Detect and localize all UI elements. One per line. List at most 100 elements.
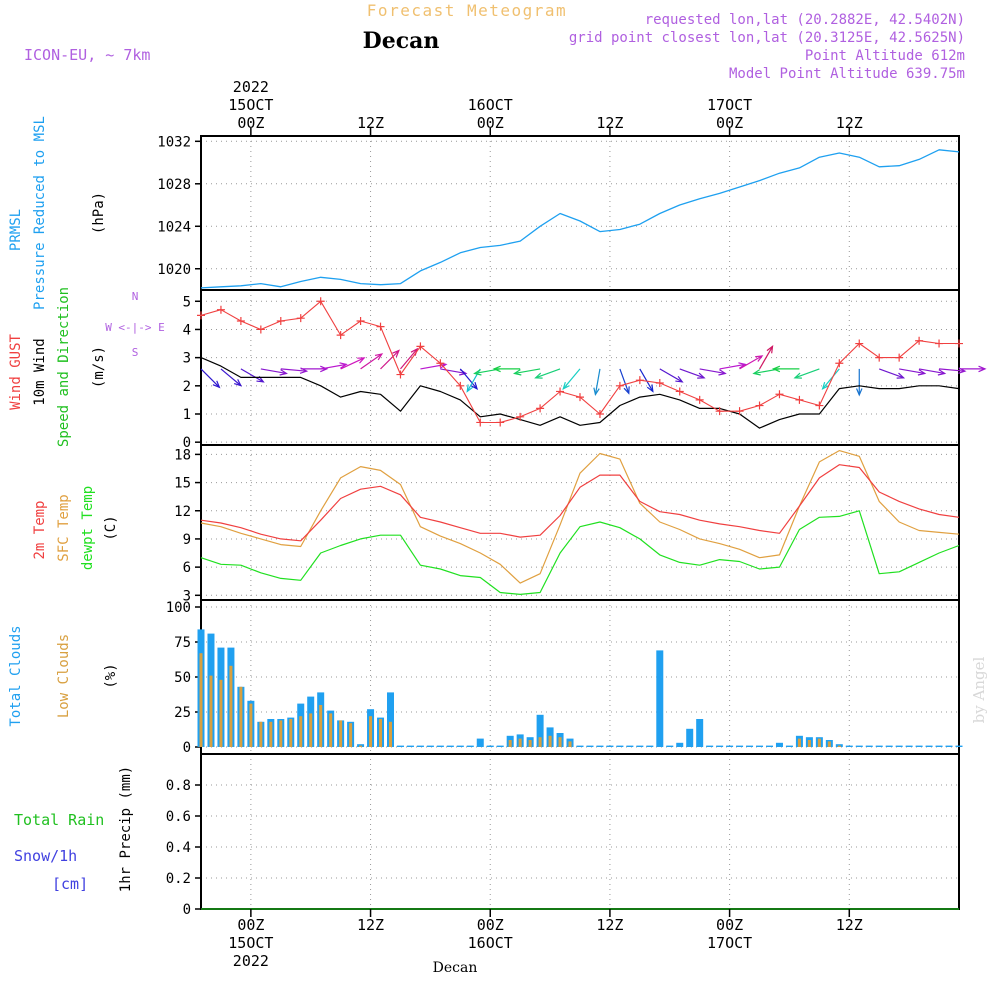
total-cloud-bar xyxy=(496,745,504,747)
point-altitude: Point Altitude 612m xyxy=(805,48,965,64)
direction-arrow-head xyxy=(279,369,288,376)
low-cloud-bar xyxy=(837,745,841,747)
gust-marker xyxy=(576,393,584,402)
low-cloud-bar xyxy=(319,705,323,747)
dewpt-label: dewpt Temp xyxy=(80,486,96,570)
snow-label: Snow/1h xyxy=(14,847,77,865)
ytick-label-pressure: 1028 xyxy=(157,177,191,193)
gust-marker xyxy=(197,311,205,320)
wind-speed-line xyxy=(200,357,960,429)
direction-arrow xyxy=(594,368,601,395)
direction-arrow xyxy=(879,368,904,379)
ytick-label-temperature: 3 xyxy=(183,588,191,604)
ytick-label-clouds: 25 xyxy=(174,705,191,721)
gust-marker xyxy=(955,339,963,348)
direction-arrow xyxy=(240,368,264,383)
total-cloud-bar xyxy=(895,745,903,747)
gust-marker xyxy=(236,317,245,325)
direction-arrow-head xyxy=(766,345,774,354)
total-cloud-bar xyxy=(696,719,704,747)
wind-unit: (m/s) xyxy=(91,346,107,388)
direction-arrow xyxy=(562,368,581,390)
direction-arrow-head xyxy=(793,372,802,379)
gust-marker xyxy=(835,359,844,368)
wind-gust-line xyxy=(200,300,959,424)
direction-arrow-head xyxy=(675,375,684,383)
direction-arrow xyxy=(759,346,774,370)
station-title: Decan xyxy=(363,28,440,54)
bottom-time-label: 12Z xyxy=(596,916,623,934)
direction-arrow xyxy=(535,368,561,379)
gust-marker xyxy=(735,407,744,416)
gust-marker xyxy=(516,412,525,421)
bottom-year-label: 2022 xyxy=(233,952,269,970)
precip-unit: 1hr Precip (mm) xyxy=(118,766,134,892)
gust-marker xyxy=(276,317,285,325)
gust-marker xyxy=(336,331,345,340)
gust-marker xyxy=(436,359,445,368)
bottom-time-label: 12Z xyxy=(357,916,384,934)
total-cloud-bar xyxy=(706,745,714,747)
ytick-label-clouds: 50 xyxy=(174,670,191,686)
gust-marker xyxy=(556,387,565,396)
direction-arrow-head xyxy=(392,349,401,358)
low-cloud-bar xyxy=(359,745,363,747)
direction-arrow-head xyxy=(697,372,706,379)
ytick-label-temperature: 12 xyxy=(174,504,191,520)
panel-pressure: 1020 1024 1028 1032 xyxy=(157,134,960,291)
total-cloud-bar xyxy=(476,738,484,747)
low-cloud-bar xyxy=(299,716,303,747)
ytick-label-precip: 0 xyxy=(183,902,191,918)
bottom-time-label: 00Z xyxy=(716,916,743,934)
total-cloud-bar xyxy=(676,742,684,747)
ytick-label-precip: 0.6 xyxy=(166,809,191,825)
ytick-label-wind: 2 xyxy=(183,379,191,395)
direction-arrow-head xyxy=(821,381,830,391)
direction-arrow xyxy=(939,368,966,372)
ytick-label-temperature: 18 xyxy=(174,447,191,463)
bottom-time-label: 00Z xyxy=(237,916,264,934)
requested-point: requested lon,lat (20.2882E, 42.5402N) xyxy=(645,12,965,28)
gust-marker xyxy=(635,376,644,385)
top-time-label: 12Z xyxy=(357,114,384,132)
ytick-label-precip: 0.2 xyxy=(166,871,191,887)
low-cloud-bar xyxy=(329,713,333,747)
low-cloud-bar xyxy=(389,721,392,747)
direction-arrow-head xyxy=(534,372,543,379)
low-cloud-bar xyxy=(548,735,552,747)
bottom-time-label: 12Z xyxy=(836,916,863,934)
grid-point: grid point closest lon,lat (20.3125E, 42… xyxy=(569,30,965,46)
total-cloud-bar xyxy=(945,745,953,747)
total-cloud-bar xyxy=(785,745,793,747)
ytick-label-clouds: 0 xyxy=(183,740,191,756)
sfc-temp-line xyxy=(200,450,960,584)
direction-arrow-head xyxy=(357,357,366,364)
gust-marker xyxy=(396,370,405,379)
frame-clouds xyxy=(200,599,960,755)
total-cloud-bar xyxy=(466,745,474,747)
direction-arrow-head xyxy=(374,353,384,361)
total-cloud-bar xyxy=(666,745,674,747)
direction-arrow-head xyxy=(212,380,221,389)
low-cloud-bar xyxy=(797,738,801,747)
direction-arrow xyxy=(659,368,683,383)
total-cloud-bar xyxy=(656,650,664,747)
low-cloud-bar xyxy=(568,741,572,747)
direction-arrow xyxy=(260,368,287,375)
direction-arrow xyxy=(200,368,220,388)
gust-marker xyxy=(356,317,365,325)
direction-arrow-head xyxy=(855,388,863,397)
low-cloud-bar xyxy=(827,741,831,747)
gust-marker xyxy=(935,339,944,348)
direction-arrow-head xyxy=(738,362,747,369)
gust-markers xyxy=(197,297,963,427)
total-cloud-bar xyxy=(726,745,734,747)
compass-s: S xyxy=(132,346,139,359)
footer-station: Decan xyxy=(433,960,478,976)
total-cloud-bar xyxy=(387,692,394,747)
low-cloud-bar xyxy=(807,740,811,747)
direction-arrow xyxy=(380,350,400,370)
ytick-label-precip: 0.8 xyxy=(166,778,191,794)
model-altitude: Model Point Altitude 639.75m xyxy=(729,66,965,82)
gust-marker xyxy=(855,339,864,348)
